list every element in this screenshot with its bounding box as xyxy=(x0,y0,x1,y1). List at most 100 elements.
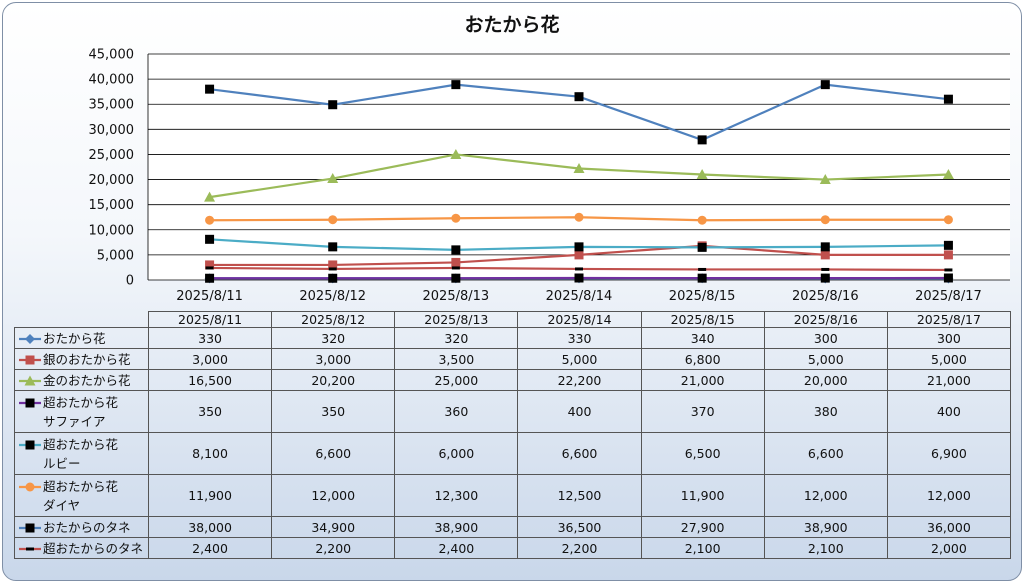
legend-entry: 超おたから花 サファイア xyxy=(14,390,149,433)
data-point xyxy=(205,266,214,270)
table-cell: 3,500 xyxy=(394,348,519,370)
table-cell: 38,000 xyxy=(147,516,273,538)
table-cell: 12,300 xyxy=(394,474,519,517)
table-cell: 370 xyxy=(640,390,765,433)
data-point xyxy=(451,273,461,283)
table-cell: 5,000 xyxy=(886,348,1011,370)
table-cell: 320 xyxy=(394,327,519,349)
table-cell: 38,900 xyxy=(763,516,888,538)
table-cell: 300 xyxy=(763,327,888,349)
table-cell: 34,900 xyxy=(271,516,396,538)
data-point xyxy=(328,100,338,110)
data-point xyxy=(820,215,830,225)
data-point xyxy=(698,267,707,271)
y-tick-label: 25,000 xyxy=(89,148,135,163)
table-cell: 2,400 xyxy=(394,537,519,559)
table-header-cell: 2025/8/15 xyxy=(640,311,765,328)
table-cell: 38,900 xyxy=(394,516,519,538)
table-cell: 16,500 xyxy=(147,369,273,391)
x-tick-label: 2025/8/16 xyxy=(792,289,859,304)
table-cell: 12,000 xyxy=(886,474,1011,517)
legend-label: おたからのタネ xyxy=(43,519,131,535)
table-cell: 3,000 xyxy=(147,348,273,370)
y-tick-label: 5,000 xyxy=(97,248,134,263)
table-cell: 330 xyxy=(147,327,273,349)
table-header-cell: 2025/8/17 xyxy=(886,311,1011,328)
data-table: 2025/8/11 2025/8/12 2025/8/13 2025/8/14 2025… xyxy=(14,311,1011,559)
legend-label: 銀のおたから花 xyxy=(43,351,131,367)
y-tick-label: 45,000 xyxy=(89,48,135,63)
table-row: おたから花 330 320 320 330 340 300 300 xyxy=(14,327,1011,349)
legend-key xyxy=(19,547,41,550)
data-point xyxy=(327,173,339,184)
x-tick-label: 2025/8/17 xyxy=(915,289,982,304)
data-point xyxy=(205,273,215,283)
data-point xyxy=(943,250,953,260)
legend-entry: 超おたからのタネ xyxy=(14,537,149,559)
y-tick-label: 40,000 xyxy=(89,73,135,88)
table-cell: 21,000 xyxy=(886,369,1011,391)
legend-key xyxy=(19,440,41,449)
series-3 xyxy=(205,273,953,283)
table-cell: 2,400 xyxy=(147,537,273,559)
data-point xyxy=(205,84,215,94)
table-cell: 36,000 xyxy=(886,516,1011,538)
table-cell: 12,000 xyxy=(763,474,888,517)
table-cell: 8,100 xyxy=(147,432,273,475)
legend-label: 金のおたから花 xyxy=(43,372,131,388)
table-header-cell: 2025/8/16 xyxy=(763,311,888,328)
legend-key xyxy=(19,523,41,532)
table-row: 超おたから花 ダイヤ 11,900 12,000 12,300 12,500 11,900 1… xyxy=(14,474,1011,517)
data-point xyxy=(205,215,215,225)
data-point xyxy=(450,148,462,159)
table-cell: 330 xyxy=(517,327,642,349)
table-cell: 6,900 xyxy=(886,432,1011,475)
x-tick-label: 2025/8/15 xyxy=(669,289,736,304)
y-tick-label: 20,000 xyxy=(89,173,135,188)
table-cell: 380 xyxy=(763,390,888,433)
data-point xyxy=(574,212,584,222)
legend-key xyxy=(19,398,41,407)
data-point xyxy=(451,266,460,270)
data-point xyxy=(328,215,338,225)
y-tick-label: 35,000 xyxy=(89,98,135,113)
table-cell: 360 xyxy=(394,390,519,433)
table-row: 銀のおたから花 3,000 3,000 3,500 5,000 6,800 5,000 5,0… xyxy=(14,348,1011,370)
table-cell: 340 xyxy=(640,327,765,349)
data-point xyxy=(820,273,830,283)
data-point xyxy=(821,267,830,271)
legend-entry: 銀のおたから花 xyxy=(14,348,149,370)
data-point xyxy=(820,242,830,252)
legend-label: ルビー xyxy=(43,455,81,471)
table-corner xyxy=(14,311,149,328)
table-header-cell: 2025/8/11 xyxy=(147,311,273,328)
table-cell: 6,600 xyxy=(517,432,642,475)
legend-label: 超おたから花 xyxy=(43,436,119,452)
x-tick-label: 2025/8/13 xyxy=(423,289,490,304)
table-cell: 12,500 xyxy=(517,474,642,517)
line-chart: 0 5,000 10,000 15,000 20,000 25,000 30,000 35,0… xyxy=(89,48,1010,304)
y-tick-label: 10,000 xyxy=(89,223,135,238)
data-point xyxy=(204,191,216,202)
table-cell: 320 xyxy=(271,327,396,349)
x-tick-label: 2025/8/11 xyxy=(176,289,243,304)
data-point xyxy=(697,242,707,252)
data-point xyxy=(328,260,338,270)
legend-label: 超おたから花 xyxy=(43,394,119,410)
table-cell: 5,000 xyxy=(763,348,888,370)
table-cell: 27,900 xyxy=(640,516,765,538)
table-header-cell: 2025/8/14 xyxy=(517,311,642,328)
table-cell: 350 xyxy=(271,390,396,433)
series-7 xyxy=(205,266,953,272)
data-point xyxy=(328,242,338,252)
legend-marker xyxy=(24,375,36,385)
table-cell: 6,600 xyxy=(763,432,888,475)
table-cell: 21,000 xyxy=(640,369,765,391)
legend-label: 超おたからのタネ xyxy=(43,540,144,556)
legend-label: ダイヤ xyxy=(43,497,81,513)
legend-marker xyxy=(25,333,35,344)
table-cell: 2,200 xyxy=(517,537,642,559)
table-row: 超おたからのタネ 2,400 2,200 2,400 2,200 2,100 2,100 2,… xyxy=(14,537,1011,559)
table-row: 超おたから花 ルビー 8,100 6,600 6,000 6,600 6,500 6,600 6… xyxy=(14,432,1011,475)
legend-marker xyxy=(25,523,35,532)
